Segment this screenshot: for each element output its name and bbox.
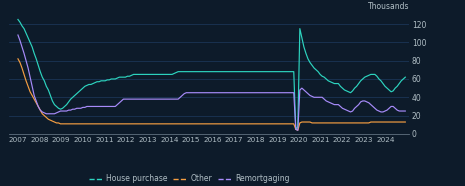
House purchase xyxy=(293,128,299,130)
Text: Thousands: Thousands xyxy=(368,2,409,11)
House purchase xyxy=(62,105,67,108)
Other xyxy=(171,123,177,125)
Other xyxy=(210,123,215,125)
Remortgaging xyxy=(295,129,300,131)
Line: Other: Other xyxy=(18,59,405,130)
Remortgaging xyxy=(62,110,67,112)
Remortgaging xyxy=(259,92,264,94)
House purchase xyxy=(210,70,215,73)
Line: House purchase: House purchase xyxy=(18,20,405,129)
House purchase xyxy=(259,70,264,73)
Other xyxy=(295,129,300,131)
Other xyxy=(15,58,21,60)
House purchase xyxy=(15,18,21,21)
House purchase xyxy=(175,70,181,73)
Other xyxy=(403,121,408,123)
Legend: House purchase, Other, Remortgaging: House purchase, Other, Remortgaging xyxy=(86,171,292,186)
Other xyxy=(62,123,67,125)
House purchase xyxy=(171,72,177,75)
House purchase xyxy=(236,70,242,73)
Remortgaging xyxy=(175,98,181,100)
Remortgaging xyxy=(403,110,408,112)
Remortgaging xyxy=(171,98,177,100)
Remortgaging xyxy=(210,92,215,94)
House purchase xyxy=(403,76,408,78)
Other xyxy=(236,123,242,125)
Line: Remortgaging: Remortgaging xyxy=(18,35,405,130)
Remortgaging xyxy=(15,34,21,36)
Other xyxy=(175,123,181,125)
Other xyxy=(259,123,264,125)
Remortgaging xyxy=(236,92,242,94)
